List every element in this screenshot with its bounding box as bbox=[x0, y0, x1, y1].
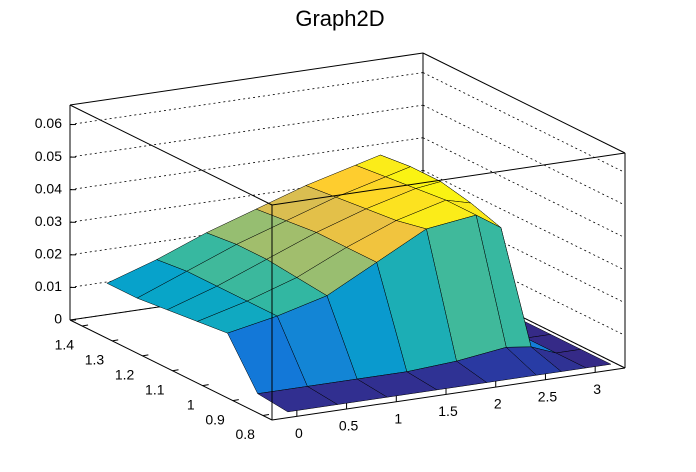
z-tick-label: 0.03 bbox=[35, 213, 62, 229]
box-edge bbox=[69, 104, 273, 206]
y-tick-label: 1.4 bbox=[55, 337, 75, 353]
x-tick-label: 0.5 bbox=[339, 418, 359, 434]
z-tick-label: 0 bbox=[54, 311, 62, 327]
x-tick-label: 1 bbox=[394, 410, 402, 426]
tick-mark bbox=[202, 384, 209, 387]
z-tick-label: 0.01 bbox=[35, 278, 62, 294]
tick-mark bbox=[172, 369, 179, 372]
x-tick-label: 3 bbox=[593, 381, 601, 397]
z-tick-label: 0.04 bbox=[35, 180, 62, 196]
x-tick-label: 0 bbox=[295, 425, 303, 441]
surface-cell bbox=[256, 386, 339, 413]
y-tick-label: 1.2 bbox=[115, 367, 135, 383]
y-tick-label: 0.9 bbox=[205, 411, 225, 427]
box-edge bbox=[69, 319, 273, 421]
z-tick-label: 0.02 bbox=[35, 246, 62, 262]
grid-line bbox=[69, 72, 424, 125]
x-tick-label: 2 bbox=[494, 396, 502, 412]
x-tick-label: 1.5 bbox=[438, 403, 458, 419]
tick-mark bbox=[262, 414, 270, 417]
y-tick-label: 1.3 bbox=[85, 352, 105, 368]
tick-mark bbox=[142, 354, 149, 357]
y-tick-label: 1 bbox=[187, 396, 195, 412]
box-edge bbox=[69, 52, 424, 106]
x-tick-label: 2.5 bbox=[538, 388, 558, 404]
box-edge bbox=[271, 152, 626, 206]
tick-mark bbox=[112, 339, 119, 342]
box-edge bbox=[271, 367, 626, 421]
tick-mark bbox=[81, 324, 89, 327]
grid-line bbox=[422, 104, 626, 206]
tick-mark bbox=[232, 399, 239, 402]
z-tick-label: 0.06 bbox=[35, 115, 62, 131]
y-tick-label: 0.8 bbox=[235, 426, 255, 442]
z-tick-label: 0.05 bbox=[35, 148, 62, 164]
chart-title: Graph2D bbox=[295, 6, 384, 31]
box-edge bbox=[422, 52, 626, 154]
y-tick-label: 1.1 bbox=[145, 381, 165, 397]
